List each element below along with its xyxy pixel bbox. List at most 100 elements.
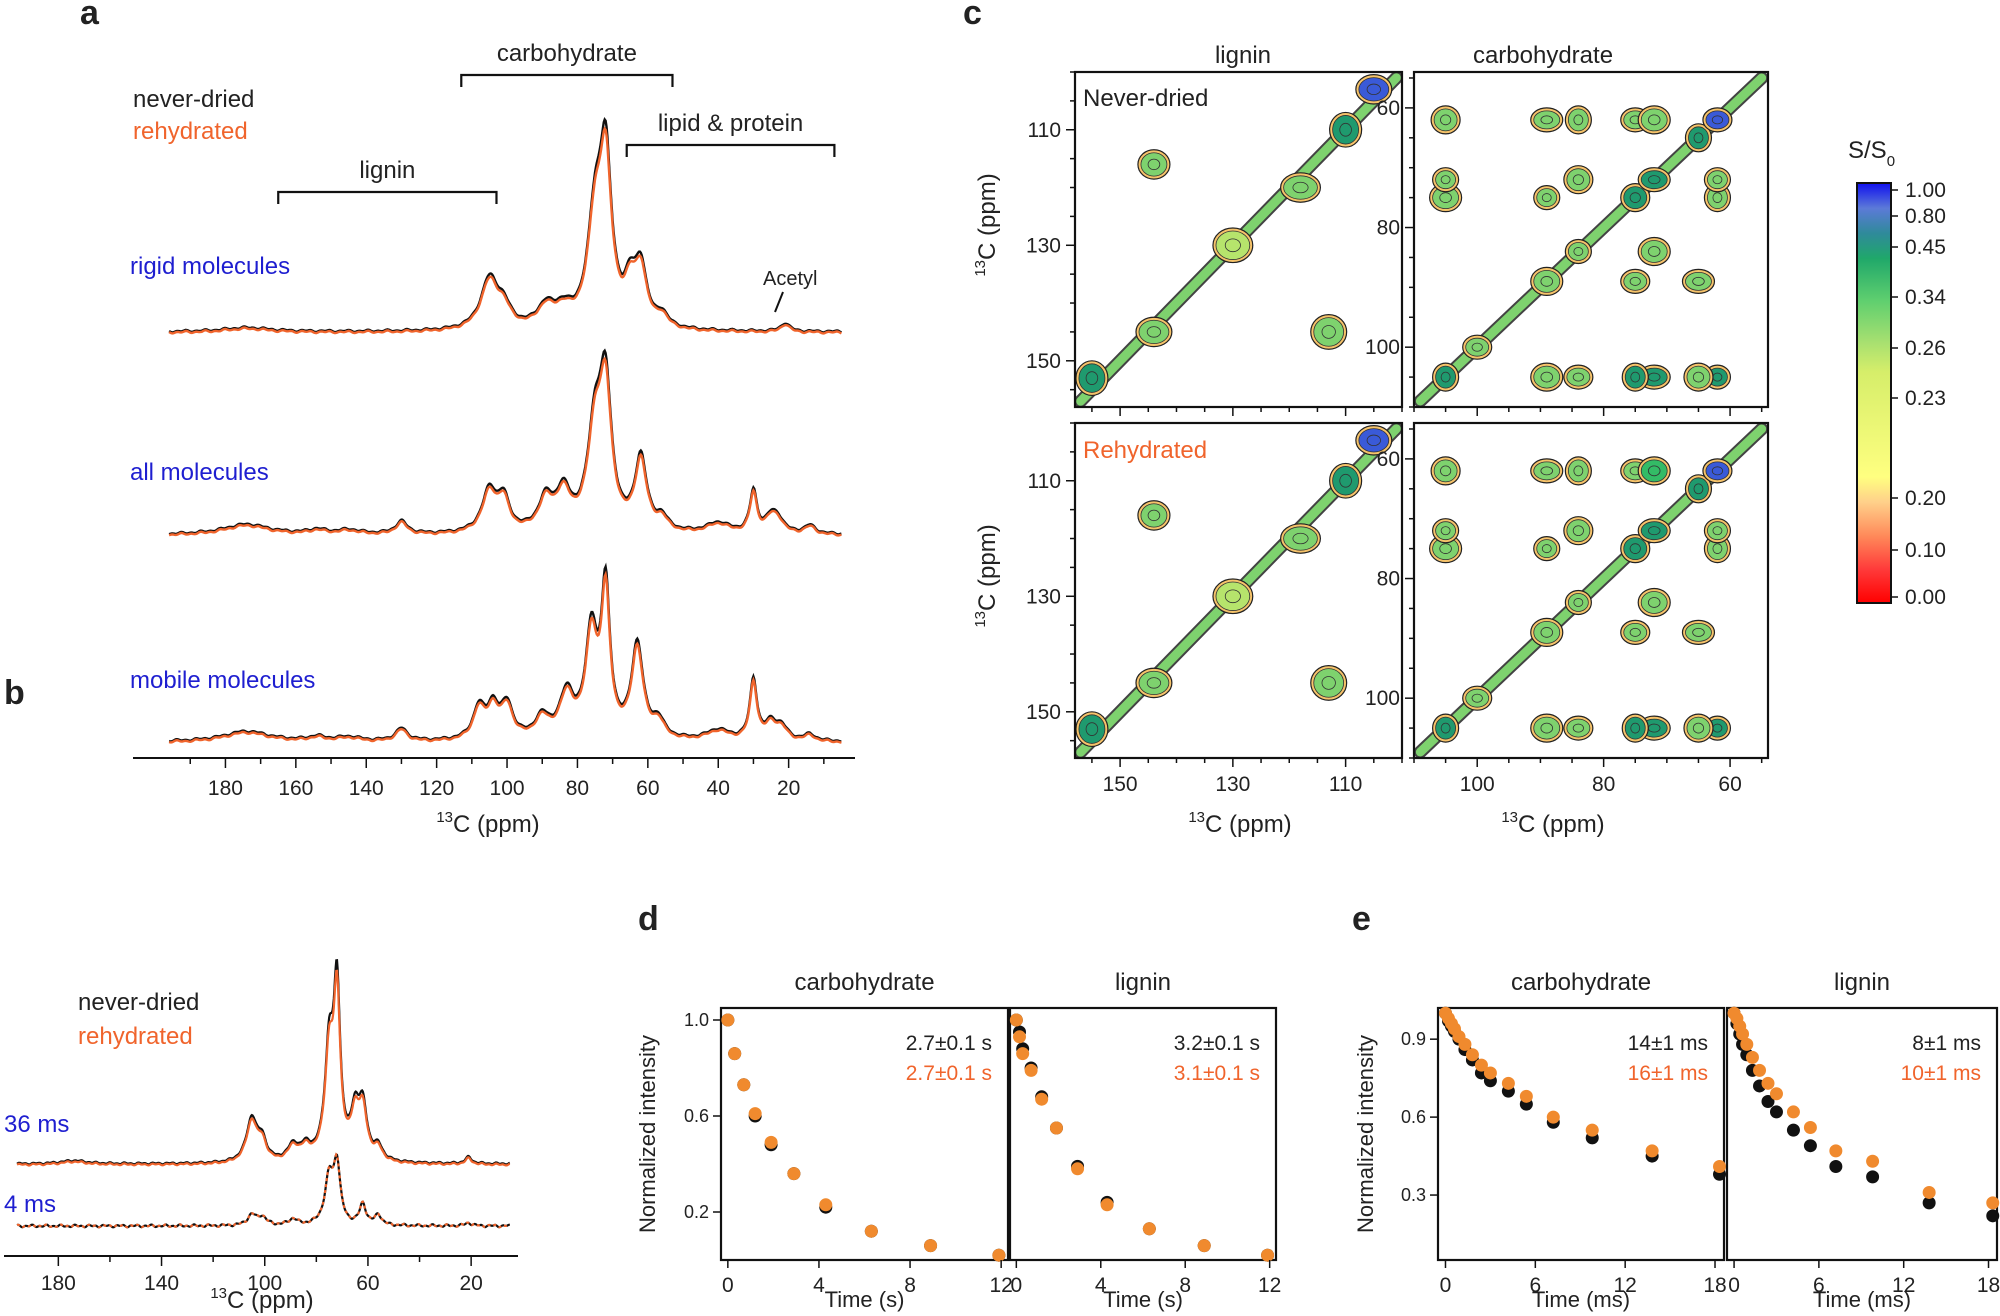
cross-peak: [1078, 363, 1106, 393]
y-tick-label: 0.6: [1401, 1107, 1426, 1127]
colorbar: [1856, 182, 1892, 604]
point-never-dried: [1922, 1196, 1936, 1210]
y-axis-label: Normalized intensity: [635, 1035, 660, 1233]
cross-peak-contour: [1540, 627, 1554, 638]
x-tick-label: 18: [1703, 1274, 1726, 1297]
cross-peak: [1640, 459, 1668, 483]
point-rehydrated: [1829, 1144, 1843, 1158]
x-tick-label: 160: [278, 777, 313, 800]
y-tick-label: 1.0: [684, 1010, 709, 1030]
point-rehydrated: [1761, 1076, 1775, 1090]
cross-peak: [1624, 716, 1646, 740]
cross-peak: [1705, 110, 1730, 130]
cross-peak: [1640, 108, 1668, 132]
cross-peak: [1623, 537, 1648, 561]
legend-rehydrated: rehydrated: [133, 118, 248, 145]
cross-peak-contour: [1572, 174, 1584, 186]
y-tick-label: 60: [1377, 97, 1400, 120]
cross-peak: [1533, 269, 1561, 293]
colorbar-tick-label: 0.23: [1905, 387, 1946, 410]
cross-peak-contour: [1366, 434, 1381, 446]
y-axis-label-bottom: 13C (ppm): [972, 524, 1001, 627]
x-tick-label: 100: [247, 1272, 282, 1295]
point-rehydrated: [1769, 1087, 1783, 1101]
point-rehydrated: [1197, 1239, 1211, 1253]
x-ticks: 180 160 140 120 100 80 60 40 20: [189, 758, 825, 800]
colorbar-ticks: 1.00 0.80 0.45 0.34 0.26 0.23 0.20 0.10 0.00: [1891, 179, 1946, 609]
cross-peak-contour: [1321, 325, 1336, 339]
cross-peak-contour: [1440, 465, 1452, 477]
point-rehydrated: [1009, 1013, 1023, 1027]
contour-plots: 150 130 110 100 80 60 150 150 130 130 110 110 100 100…: [1026, 70, 1770, 796]
cross-peak-contour: [1540, 276, 1554, 287]
cross-peak-contour: [1440, 722, 1451, 734]
y-tick-label: 130: [1026, 234, 1061, 257]
legend-never-dried: never-dried: [133, 86, 254, 113]
cross-peak-contour: [1541, 193, 1552, 203]
panel-label-c: c: [963, 0, 982, 32]
cross-peak-contour: [1647, 114, 1661, 126]
plot-frame: [1073, 70, 1404, 409]
cross-peak-contour: [1629, 192, 1641, 203]
panel-label-b: b: [4, 674, 25, 712]
cross-peak-contour: [1292, 532, 1309, 545]
point-rehydrated: [748, 1107, 762, 1121]
point-rehydrated: [1071, 1162, 1085, 1176]
panel-c-2d-spectra: lignin carbohydrate 15013011010080601501…: [972, 42, 1946, 838]
colorbar-label: S/S0: [1848, 137, 1895, 170]
cross-peak: [1536, 188, 1558, 208]
y-tick-label: 80: [1377, 217, 1400, 240]
colorbar-tick-label: 0.80: [1905, 205, 1946, 228]
legend-never-dried-b: never-dried: [78, 989, 199, 1016]
cross-peak: [1435, 716, 1457, 740]
cross-peak: [1140, 503, 1168, 528]
point-rehydrated: [1501, 1076, 1515, 1090]
point-rehydrated: [1142, 1222, 1156, 1236]
cross-peak-contour: [1573, 465, 1584, 477]
cross-peak-contour: [1573, 247, 1584, 256]
y-tick-label: 80: [1377, 568, 1400, 591]
point-rehydrated: [1645, 1144, 1659, 1158]
point-rehydrated: [864, 1224, 878, 1238]
point-rehydrated: [1745, 1050, 1759, 1064]
point-never-dried: [1769, 1105, 1783, 1119]
point-rehydrated: [1866, 1154, 1880, 1168]
cross-peak-contour: [1647, 526, 1661, 536]
cross-peak: [1465, 688, 1490, 708]
point-rehydrated: [1100, 1198, 1114, 1212]
cross-peak: [1566, 718, 1591, 738]
x-tick-label: 80: [1592, 773, 1615, 796]
row-label-never-dried: Never-dried: [1083, 85, 1208, 112]
fit-value-rehydrated: 3.1±0.1 s: [1174, 1062, 1260, 1085]
point-rehydrated: [1016, 1047, 1030, 1061]
point-rehydrated: [1458, 1037, 1472, 1051]
colorbar-tick-label: 0.26: [1905, 337, 1946, 360]
panel-d-decay: Normalized intensity carbohydrate 2.7±0.1 …: [635, 969, 1281, 1312]
cross-peak: [1688, 477, 1709, 501]
cross-peak-contour: [1440, 371, 1451, 383]
fit-value-rehydrated: 10±1 ms: [1901, 1062, 1981, 1085]
cross-peak-contour: [1440, 175, 1451, 185]
cross-peak-contour: [1085, 371, 1099, 385]
plot-frame: [1008, 1006, 1278, 1262]
colorbar-tick-label: 0.00: [1905, 586, 1946, 609]
cross-peak: [1533, 365, 1561, 389]
cross-peak-contour: [1572, 525, 1584, 537]
x-tick-label: 20: [459, 1272, 482, 1295]
cross-peak-contour: [1693, 132, 1704, 144]
cross-peak-contour: [1629, 627, 1641, 637]
x-tick-label: 8: [904, 1274, 916, 1297]
row-label-rigid: rigid molecules: [130, 253, 290, 280]
x-tick-label: 0: [1440, 1274, 1452, 1297]
y-tick-label: 100: [1365, 336, 1400, 359]
point-rehydrated: [992, 1248, 1006, 1262]
x-axis-label: Time (ms): [1532, 1287, 1630, 1312]
x-tick-label: 6: [1529, 1274, 1541, 1297]
plot-frame: [719, 1006, 1010, 1262]
cross-peak: [1566, 168, 1591, 192]
panel-title: lignin: [1115, 969, 1171, 996]
acetyl-pointer: [774, 291, 784, 313]
x-tick-label: 80: [566, 777, 589, 800]
point-rehydrated: [924, 1239, 938, 1253]
trace-4ms-rehydrated: [16, 1152, 510, 1229]
